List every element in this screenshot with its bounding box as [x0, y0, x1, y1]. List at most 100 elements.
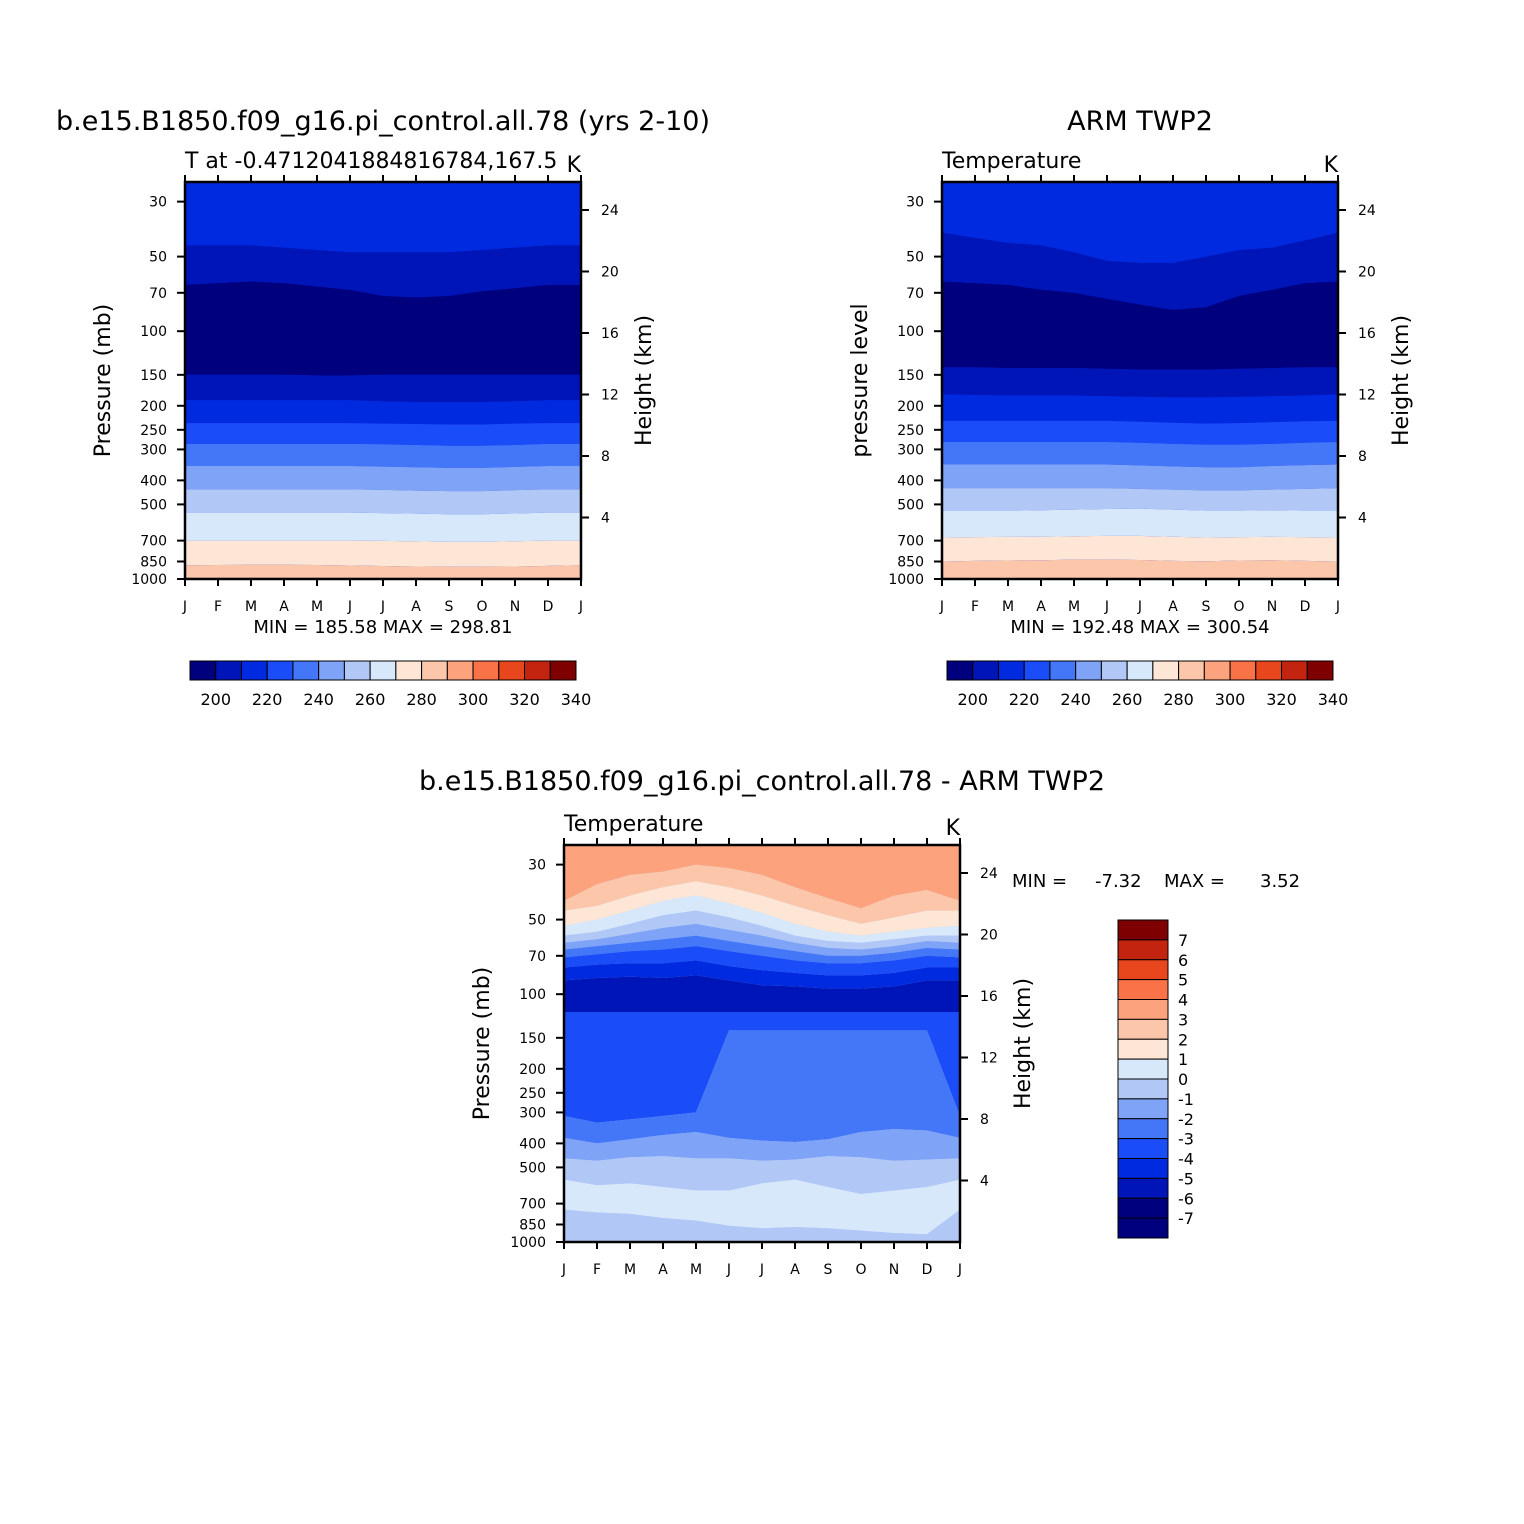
y2-tick-label: 8 [1358, 449, 1367, 465]
colorbar-swatch [369, 660, 397, 681]
colorbar-swatch [446, 660, 474, 681]
minmax-max-value: 3.52 [1260, 871, 1300, 892]
x-tick-label: J [380, 599, 385, 615]
colorbar-swatch [395, 660, 423, 681]
subtitle-right: K [946, 816, 961, 841]
x-tick-label: J [1335, 599, 1340, 615]
x-tick-label: O [855, 1262, 866, 1278]
diff-colorbar-label: 4 [1178, 991, 1188, 1010]
colorbar-swatch [1152, 660, 1180, 681]
y2-tick-label: 20 [980, 928, 998, 944]
colorbar-swatch [189, 660, 217, 681]
y-tick-label: 150 [897, 368, 924, 384]
y-tick-label: 500 [140, 497, 167, 513]
diff-colorbar-label: -4 [1178, 1150, 1194, 1169]
x-tick-label: M [690, 1262, 702, 1278]
contour-band [185, 374, 581, 402]
diff-contour-band [564, 881, 960, 936]
y2-tick-label: 4 [980, 1174, 989, 1190]
colorbar-swatch [1281, 660, 1308, 681]
y-tick-label: 50 [528, 913, 546, 929]
y-tick-label: 100 [897, 324, 924, 340]
colorbar-swatch [1075, 660, 1102, 681]
diff-colorbar-label: -1 [1178, 1090, 1194, 1109]
y2-tick-label: 16 [601, 326, 619, 342]
colorbar-label: 320 [509, 690, 540, 709]
x-tick-label: M [245, 599, 257, 615]
contour-band [185, 245, 581, 298]
diff-colorbar-label: 1 [1178, 1050, 1188, 1069]
diff-colorbar-swatch [1117, 919, 1169, 941]
colorbar-label: 200 [200, 690, 231, 709]
diff-colorbar-swatch [1117, 1158, 1169, 1179]
y-tick-label: 200 [140, 399, 167, 415]
colorbar-label: 280 [1163, 690, 1194, 709]
y2-tick-label: 12 [601, 388, 619, 404]
y-tick-label: 400 [519, 1136, 546, 1152]
x-tick-label: F [214, 599, 222, 615]
y-tick-label: 50 [906, 250, 924, 266]
colorbar-label: 320 [1266, 690, 1297, 709]
diff-colorbar-label: 2 [1178, 1030, 1188, 1049]
contour-band [185, 466, 581, 492]
diff-contour-band [564, 864, 960, 924]
contour-band [942, 488, 1338, 511]
y2-tick-label: 24 [601, 203, 619, 219]
colorbar-swatch [498, 660, 526, 681]
y-tick-label: 700 [140, 534, 167, 550]
diff-contour-band [564, 1012, 960, 1123]
contour-band [942, 464, 1338, 491]
diff-contour-band [564, 923, 960, 956]
diff-colorbar-swatch [1117, 939, 1169, 961]
diff-colorbar-swatch [1117, 1018, 1169, 1040]
y-tick-label: 850 [140, 555, 167, 571]
colorbar-swatch [266, 660, 294, 681]
colorbar-swatch [1255, 660, 1283, 681]
colorbar-swatch [524, 660, 551, 681]
y2-tick-label: 8 [601, 449, 610, 465]
obs-panel: J F M A M J J A S O N D J 30 50 70 100 150 200 250 300 400 500… [848, 149, 1414, 709]
diff-contour-band [564, 946, 960, 976]
x-tick-label: A [411, 599, 421, 615]
diff-colorbar-swatch [1117, 1058, 1169, 1080]
x-tick-label: A [658, 1262, 668, 1278]
diff-contour-band [564, 1209, 960, 1242]
colorbar-swatch [1229, 660, 1257, 681]
colorbar-swatch [472, 660, 500, 681]
y-tick-label: 70 [149, 286, 167, 302]
diff-colorbar-label: -3 [1178, 1130, 1194, 1149]
diff-colorbar-label: 3 [1178, 1010, 1188, 1029]
diff-contour-band [564, 1156, 960, 1194]
contour-band [185, 512, 581, 542]
x-tick-label: J [957, 1262, 962, 1278]
x-tick-label: S [1202, 599, 1211, 615]
y-tick-label: 250 [519, 1086, 546, 1102]
subtitle-left: T at -0.4712041884816784,167.5 [184, 149, 557, 174]
diff-colorbar-swatch [1117, 979, 1169, 1000]
diff-colorbar-label: 0 [1178, 1070, 1188, 1089]
colorbar-label: 300 [458, 690, 489, 709]
model-panel: J F M A M J J A S O N D J 30 50 70 100 150 200 250 300 400 500… [91, 149, 657, 709]
contour-band [942, 394, 1338, 424]
x-tick-label: J [1137, 599, 1142, 615]
y-axis-label: pressure level [848, 303, 873, 457]
diff-contour-band [564, 960, 960, 989]
diff-colorbar-swatch [1117, 1098, 1169, 1120]
subtitle-left: Temperature [563, 812, 703, 837]
minmax-label: MIN = 185.58 MAX = 298.81 [253, 617, 512, 638]
y-tick-label: 500 [519, 1160, 546, 1176]
colorbar-swatch [215, 660, 242, 681]
y-tick-label: 30 [149, 195, 167, 211]
y-tick-label: 400 [897, 473, 924, 489]
x-tick-label: S [445, 599, 454, 615]
y-tick-label: 150 [519, 1031, 546, 1047]
y2-tick-label: 20 [601, 265, 619, 281]
minmax-max-label: MAX = [1164, 871, 1225, 892]
y-tick-label: 1000 [510, 1235, 546, 1251]
diff-colorbar-swatch [1117, 999, 1169, 1020]
colorbar-swatch [292, 660, 320, 681]
model-title: b.e15.B1850.f09_g16.pi_control.all.78 (y… [56, 106, 710, 137]
x-tick-label: M [311, 599, 323, 615]
x-tick-label: D [1300, 599, 1311, 615]
colorbar-swatch [318, 660, 345, 681]
